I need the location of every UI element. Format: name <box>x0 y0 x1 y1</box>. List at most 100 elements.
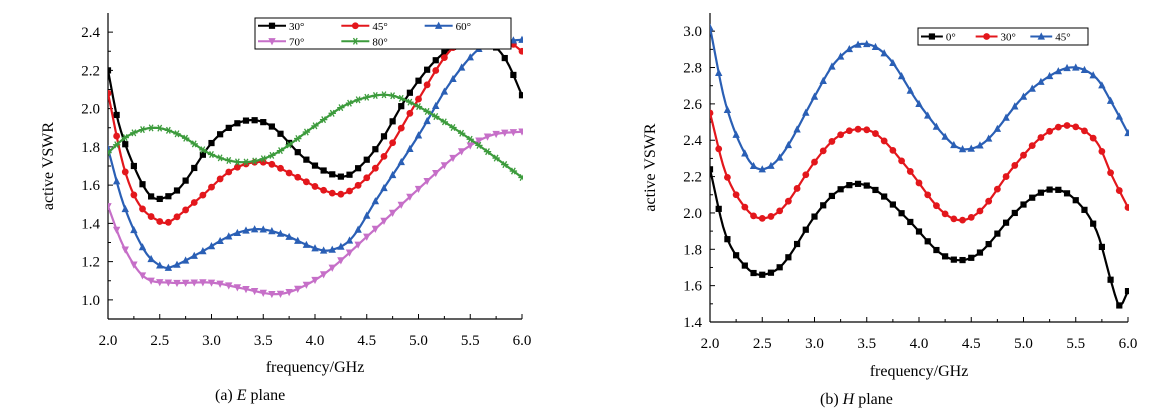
data-point-45 <box>802 108 810 116</box>
x-tick-label: 4.0 <box>306 333 325 349</box>
data-point-30 <box>776 207 784 215</box>
data-point-80 <box>138 126 147 134</box>
data-point-0 <box>950 256 957 263</box>
data-point-0 <box>1081 206 1088 213</box>
data-point-60 <box>294 236 302 244</box>
x-axis-title: frequency/GHz <box>266 359 365 376</box>
data-point-70 <box>414 185 423 194</box>
y-tick-label: 2.2 <box>81 63 100 79</box>
data-point-0 <box>915 228 923 235</box>
legend-label-70: 70° <box>289 36 304 48</box>
data-point-0 <box>959 256 966 264</box>
data-point-45 <box>121 168 129 176</box>
data-point-60 <box>457 63 466 71</box>
data-point-60 <box>190 251 198 259</box>
data-point-30 <box>398 103 405 110</box>
y-tick-label: 2.2 <box>683 170 702 186</box>
data-point-0 <box>802 226 809 233</box>
y-tick-label: 1.4 <box>81 216 100 232</box>
data-point-45 <box>216 175 224 183</box>
x-axis-title: frequency/GHz <box>870 363 969 380</box>
caption-prefix: (b) <box>820 391 843 408</box>
data-point-60 <box>276 229 285 237</box>
legend-marker-70 <box>268 38 276 46</box>
data-point-70 <box>164 279 173 287</box>
data-point-45 <box>1080 65 1089 74</box>
data-point-30 <box>811 158 818 166</box>
data-point-60 <box>354 225 362 233</box>
data-point-60 <box>397 157 405 166</box>
data-point-80 <box>483 148 492 156</box>
data-point-0 <box>1029 194 1036 201</box>
data-point-80 <box>432 113 440 121</box>
y-tick-label: 1.6 <box>683 279 702 295</box>
data-point-30 <box>130 162 137 170</box>
y-tick-label: 1.0 <box>81 293 100 309</box>
data-point-60 <box>216 236 224 245</box>
data-point-60 <box>363 211 371 219</box>
data-point-70 <box>406 193 414 201</box>
data-point-70 <box>457 148 466 156</box>
data-point-45 <box>1124 128 1129 137</box>
data-point-30 <box>906 168 914 175</box>
data-point-30 <box>819 147 827 155</box>
data-point-80 <box>259 155 267 163</box>
data-point-70 <box>311 276 319 285</box>
data-point-70 <box>276 290 285 298</box>
data-point-80 <box>190 140 198 148</box>
data-point-0 <box>968 254 975 261</box>
data-point-45 <box>113 132 121 140</box>
data-point-0 <box>985 241 992 248</box>
legend-marker-60 <box>434 21 443 29</box>
data-point-45 <box>732 130 740 138</box>
data-point-30 <box>156 195 163 203</box>
data-point-45 <box>984 134 993 142</box>
data-point-70 <box>475 137 483 145</box>
data-point-45 <box>863 39 871 48</box>
data-point-45 <box>397 124 405 132</box>
data-point-0 <box>889 201 896 208</box>
data-point-30 <box>985 197 993 205</box>
data-point-60 <box>466 53 474 61</box>
y-axis-title: active VSWR <box>40 122 57 210</box>
data-point-45 <box>710 23 714 31</box>
data-point-70 <box>380 217 388 226</box>
legend-marker-30 <box>268 22 276 29</box>
data-point-45 <box>320 186 328 194</box>
data-point-60 <box>388 170 397 179</box>
data-point-80 <box>302 128 311 136</box>
h-plane-panel: 2.0 2.5 3.0 3.5 4.0 4.5 5.0 5.5 6.0 1.4 1.6 1.8 2.0 2… <box>642 13 1137 408</box>
data-point-60 <box>380 183 388 192</box>
data-point-30 <box>993 185 1001 193</box>
legend-label-30: 30° <box>289 21 304 33</box>
data-point-0 <box>942 253 949 260</box>
data-point-45 <box>1002 113 1010 121</box>
data-point-30 <box>165 193 172 200</box>
data-point-45 <box>854 40 862 48</box>
data-point-70 <box>440 162 449 170</box>
data-point-70 <box>466 142 474 150</box>
data-point-60 <box>302 240 311 248</box>
caption-plane-letter: H <box>842 391 856 408</box>
legend: 0° 30° 45° <box>917 27 1089 46</box>
data-point-80 <box>319 116 328 124</box>
data-point-60 <box>518 35 523 43</box>
legend-box <box>254 17 512 50</box>
data-point-30 <box>898 157 905 165</box>
series-line-30 <box>108 37 523 201</box>
data-point-45 <box>268 160 276 168</box>
data-point-80 <box>466 135 474 143</box>
data-point-30 <box>139 181 146 188</box>
data-point-70 <box>259 289 267 298</box>
data-point-30 <box>432 57 439 64</box>
data-point-80 <box>328 109 336 117</box>
data-point-45 <box>1011 102 1019 110</box>
data-point-45 <box>139 205 146 213</box>
data-point-30 <box>380 133 388 140</box>
data-point-30 <box>1107 169 1114 177</box>
data-point-60 <box>181 256 190 264</box>
y-tick-label: 2.0 <box>81 102 100 118</box>
y-tick-label: 1.8 <box>81 140 100 156</box>
data-point-60 <box>138 243 147 251</box>
x-tick-label: 4.5 <box>357 333 376 349</box>
